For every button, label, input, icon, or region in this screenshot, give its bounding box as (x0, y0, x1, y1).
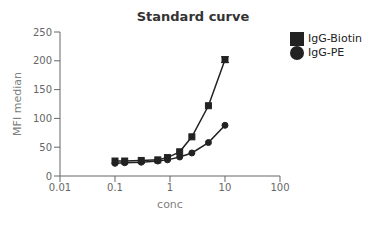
svg-text:conc: conc (157, 198, 183, 211)
html-text:IgG-Biotin: IgG-Biotin (308, 32, 362, 45)
svg-text:0.1: 0.1 (107, 182, 123, 193)
svg-text:0.01: 0.01 (49, 182, 71, 193)
svg-text:250: 250 (33, 27, 52, 38)
svg-text:MFI median: MFI median (11, 72, 24, 136)
svg-text:50: 50 (39, 142, 52, 153)
svg-text:200: 200 (33, 55, 52, 66)
svg-text:100: 100 (270, 182, 289, 193)
svg-text:0: 0 (46, 171, 52, 182)
svg-text:100: 100 (33, 113, 52, 124)
html-text:IgG-PE: IgG-PE (308, 46, 345, 59)
html-text:Standard curve: Standard curve (136, 9, 250, 24)
svg-text:10: 10 (219, 182, 232, 193)
svg-text:150: 150 (33, 84, 52, 95)
svg-text:1: 1 (167, 182, 173, 193)
